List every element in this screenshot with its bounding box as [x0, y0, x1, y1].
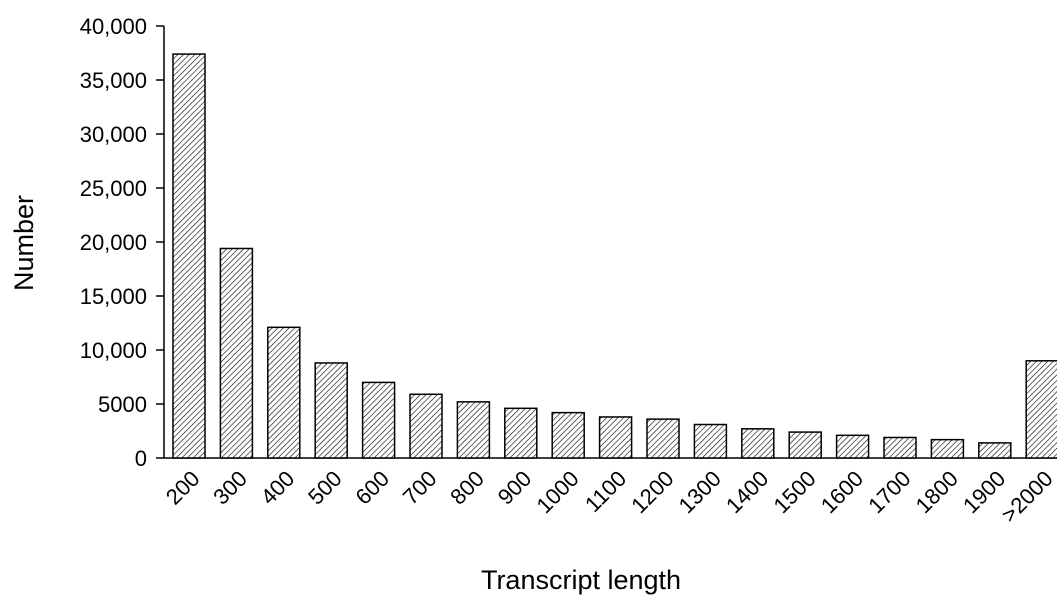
x-tick-label: 1000 [531, 466, 583, 518]
bar [1026, 361, 1057, 458]
bar [552, 413, 584, 458]
bar [600, 417, 632, 458]
x-tick-label: 1500 [768, 466, 820, 518]
x-tick-label: 1700 [863, 466, 915, 518]
x-tick-label: 700 [398, 466, 442, 510]
x-tick-labels: 200 300 400 500 600 700 800 9001000110012001300… [161, 466, 1057, 527]
y-tick-label: 35,000 [80, 68, 147, 93]
x-tick-label: 1100 [580, 466, 631, 517]
x-tick-label: 1200 [626, 466, 678, 518]
x-tick-label: 500 [303, 466, 347, 510]
bars [173, 54, 1057, 458]
bar [694, 425, 726, 458]
x-tick-label: 900 [493, 466, 537, 510]
y-tick-label: 25,000 [80, 176, 147, 201]
x-tick-label: >2000 [996, 466, 1057, 527]
y-tick-label: 5000 [98, 392, 147, 417]
y-tick-label: 30,000 [80, 122, 147, 147]
bar [220, 248, 252, 458]
bar [505, 408, 537, 458]
bar [457, 402, 489, 458]
x-tick-label: 300 [208, 466, 252, 510]
x-tick-label: 200 [161, 466, 205, 510]
bar [315, 363, 347, 458]
y-tick-label: 0 [135, 446, 147, 471]
y-axis-title: Number [9, 195, 39, 291]
y-tick-label: 15,000 [80, 284, 147, 309]
y-tick-label: 40,000 [80, 14, 147, 39]
bar [410, 394, 442, 458]
bar [173, 54, 205, 458]
x-axis-title: Transcript length [481, 565, 681, 595]
bar [979, 443, 1011, 458]
bar [884, 437, 916, 458]
x-tick-label: 1400 [721, 466, 773, 518]
x-tick-label: 800 [445, 466, 489, 510]
y-axis: 0 5000 10,000 15,000 20,000 25,000 30,000 35,00… [80, 14, 164, 471]
bar [363, 382, 395, 458]
bar [789, 432, 821, 458]
bar [742, 429, 774, 458]
y-tick-label: 20,000 [80, 230, 147, 255]
bar [837, 435, 869, 458]
x-tick-label: 400 [256, 466, 300, 510]
bar [647, 419, 679, 458]
bar [931, 440, 963, 458]
x-tick-label: 1300 [674, 466, 726, 518]
x-tick-label: 1800 [911, 466, 963, 518]
bar [268, 327, 300, 458]
x-tick-label: 600 [350, 466, 394, 510]
y-tick-label: 10,000 [80, 338, 147, 363]
x-tick-label: 1600 [816, 466, 868, 518]
